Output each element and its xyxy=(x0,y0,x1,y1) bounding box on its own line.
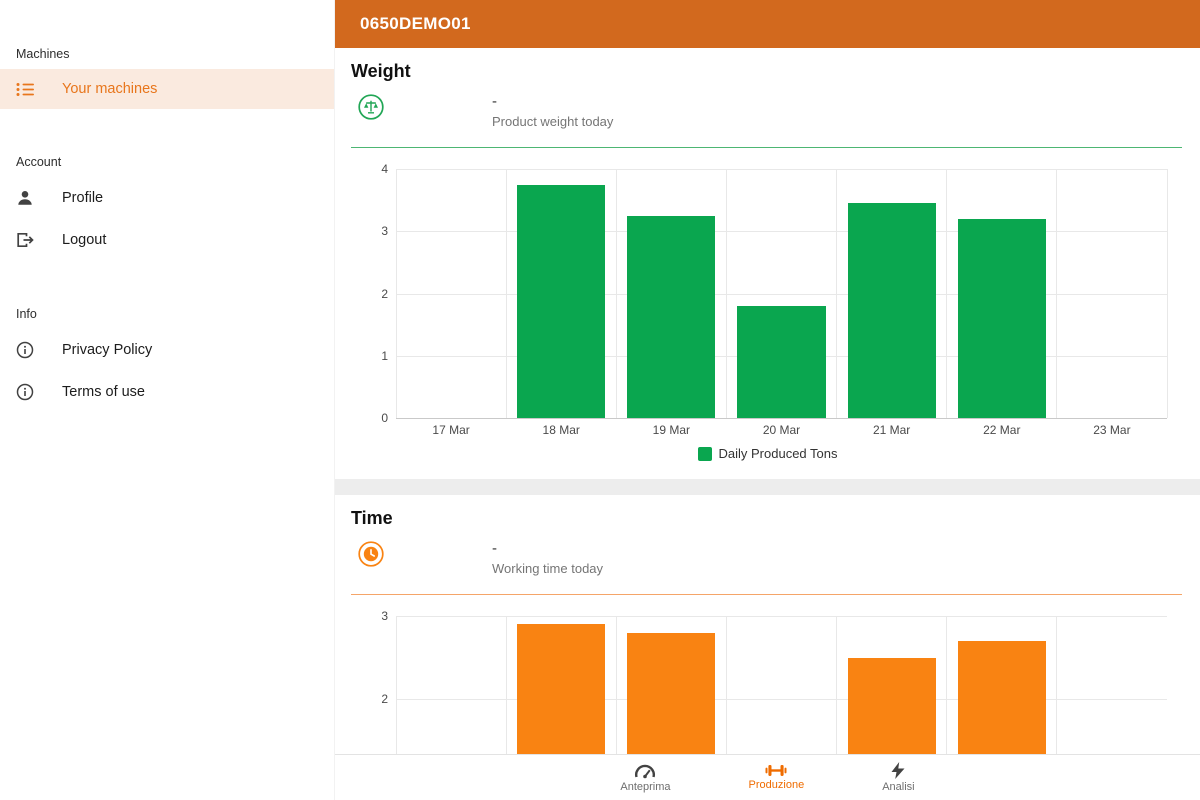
y-axis-label: 2 xyxy=(381,692,388,707)
bar-18-Mar xyxy=(517,184,606,418)
clock-icon xyxy=(358,541,384,572)
app-header: 0650DEMO01 xyxy=(335,0,1200,48)
gridline xyxy=(946,616,948,774)
bolt-icon xyxy=(891,762,905,779)
weight-metric: - Product weight today xyxy=(335,93,1200,135)
x-axis-label: 19 Mar xyxy=(652,423,691,437)
y-axis-label: 4 xyxy=(381,162,388,176)
bar-21-Mar xyxy=(847,203,936,418)
gridline xyxy=(1166,169,1168,418)
x-axis-label: 21 Mar xyxy=(872,423,911,437)
gauge-icon xyxy=(634,762,656,779)
sidebar-section-machines-label: Machines xyxy=(16,47,70,61)
legend-label: Daily Produced Tons xyxy=(718,446,838,461)
sidebar-item-logout[interactable]: Logout xyxy=(0,219,334,261)
nav-label: Produzione xyxy=(748,779,805,791)
sidebar-item-label: Profile xyxy=(62,190,104,206)
sidebar: Machines Your machines Account Profile xyxy=(0,0,335,800)
time-subtitle: Working time today xyxy=(492,561,604,576)
weight-chart-legend[interactable]: Daily Produced Tons xyxy=(335,446,1200,479)
time-card-title: Time xyxy=(351,508,393,528)
time-metric: - Working time today xyxy=(335,540,1200,582)
person-icon xyxy=(16,189,40,207)
gridline xyxy=(396,418,1167,419)
gridline xyxy=(615,616,617,774)
gridline xyxy=(396,231,1167,233)
gridline xyxy=(1166,616,1167,774)
gridline xyxy=(1056,616,1058,774)
weight-card: Weight - Product weight today 0 1 2 3 4 17 Ma… xyxy=(335,48,1200,479)
sidebar-item-label: Your machines xyxy=(62,81,158,97)
bar-22-Mar xyxy=(957,218,1046,418)
gridline xyxy=(725,616,727,774)
gridline xyxy=(505,616,507,774)
sidebar-item-terms-of-use[interactable]: Terms of use xyxy=(0,371,334,413)
gridline xyxy=(396,616,397,774)
scale-icon xyxy=(358,94,384,125)
sidebar-item-profile[interactable]: Profile xyxy=(0,177,334,219)
nav-item-analisi[interactable]: Analisi xyxy=(882,762,915,793)
y-axis-label: 0 xyxy=(381,411,388,425)
info-icon xyxy=(16,383,40,401)
y-axis-label: 3 xyxy=(381,609,388,623)
x-axis-label: 20 Mar xyxy=(762,423,801,437)
sidebar-section-info-label: Info xyxy=(16,307,37,321)
sidebar-item-your-machines[interactable]: Your machines xyxy=(0,69,334,109)
x-axis-label: 18 Mar xyxy=(542,423,580,437)
list-icon xyxy=(16,82,40,97)
logout-icon xyxy=(16,232,40,248)
gridline xyxy=(836,616,838,774)
bar-19-Mar xyxy=(627,632,716,774)
y-axis-label: 1 xyxy=(381,348,388,363)
y-axis-label: 2 xyxy=(381,286,388,301)
bottom-nav: Anteprima Produzione xyxy=(335,754,1200,800)
time-divider xyxy=(351,594,1182,595)
production-icon xyxy=(765,764,787,777)
sidebar-item-label: Terms of use xyxy=(62,384,145,400)
nav-item-produzione[interactable]: Produzione xyxy=(748,764,805,791)
weight-card-title: Weight xyxy=(351,61,411,81)
nav-label: Anteprima xyxy=(620,781,671,793)
sidebar-section-account-label: Account xyxy=(16,155,62,169)
main-content: 0650DEMO01 Weight - Product weight today xyxy=(335,0,1200,800)
gridline xyxy=(396,169,1167,170)
bar-22-Mar xyxy=(957,640,1046,774)
time-value: - xyxy=(492,540,497,557)
nav-label: Analisi xyxy=(882,781,915,793)
x-axis-label: 17 Mar xyxy=(432,423,470,437)
gridline xyxy=(396,293,1167,295)
machine-title: 0650DEMO01 xyxy=(360,14,471,33)
sidebar-item-label: Privacy Policy xyxy=(62,342,153,358)
nav-item-anteprima[interactable]: Anteprima xyxy=(620,762,671,793)
weight-value: - xyxy=(492,93,497,110)
bar-18-Mar xyxy=(517,624,606,774)
y-axis-label: 3 xyxy=(381,224,388,239)
bar-19-Mar xyxy=(627,215,716,418)
x-axis-label: 23 Mar xyxy=(1093,423,1131,437)
gridline xyxy=(396,699,1167,701)
sidebar-item-privacy-policy[interactable]: Privacy Policy xyxy=(0,329,334,371)
legend-swatch xyxy=(697,446,712,461)
sidebar-item-label: Logout xyxy=(62,232,107,248)
weight-subtitle: Product weight today xyxy=(492,114,614,129)
bar-20-Mar xyxy=(737,305,826,418)
weight-divider xyxy=(351,147,1182,148)
info-icon xyxy=(16,341,40,359)
gridline xyxy=(396,616,1167,617)
x-axis-label: 22 Mar xyxy=(983,423,1021,437)
weight-chart: 0 1 2 3 4 17 Mar 18 Mar 19 Mar 20 Mar 21 Mar 22 Ma… xyxy=(381,162,1168,437)
